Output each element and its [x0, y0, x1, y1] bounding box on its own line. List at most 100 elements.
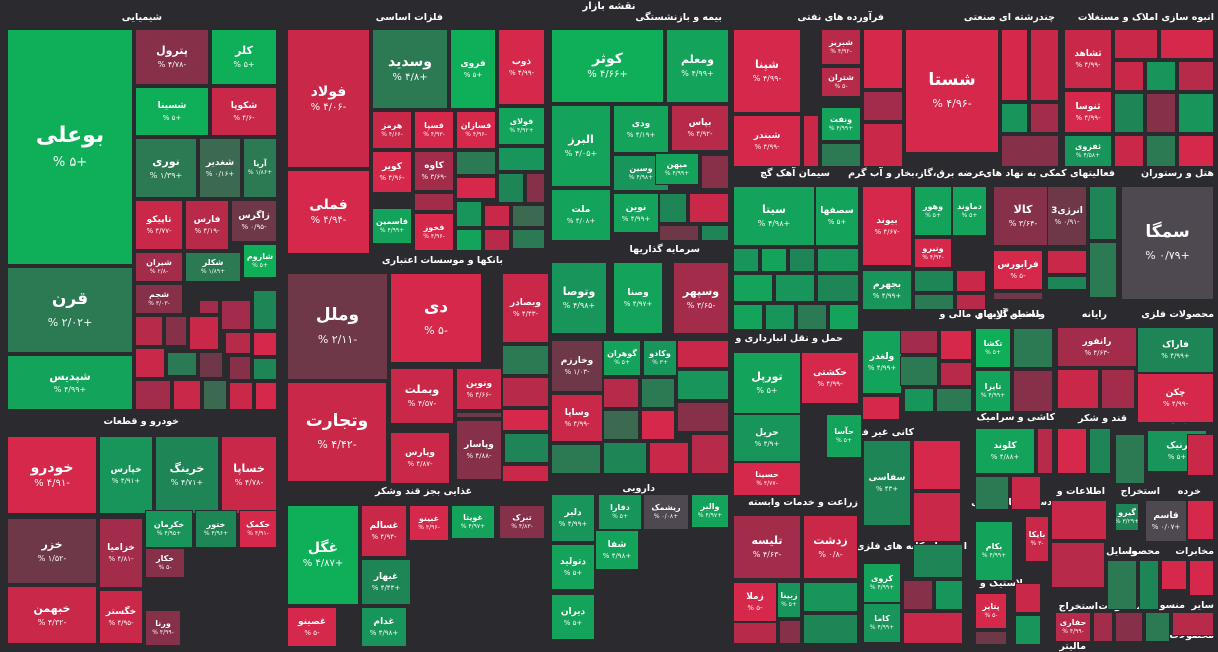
stock-tile[interactable]: کوثر +۴/۶۶ %: [551, 29, 664, 103]
stock-tile-small[interactable]: [203, 380, 227, 410]
stock-tile[interactable]: گوهران +۵ %: [603, 340, 641, 376]
stock-tile-small[interactable]: [1030, 103, 1059, 133]
stock-tile-small[interactable]: [863, 29, 903, 89]
stock-tile-small[interactable]: [502, 465, 549, 482]
stock-tile[interactable]: تاپیکو -۴/۷۷ %: [135, 200, 183, 250]
stock-tile[interactable]: سصفها +۵ %: [815, 186, 859, 246]
stock-tile-small[interactable]: [1089, 186, 1117, 240]
stock-tile[interactable]: قرن +۲/۰۲ %: [7, 267, 133, 353]
stock-tile-small[interactable]: [1145, 612, 1170, 642]
stock-tile-small[interactable]: [1146, 61, 1176, 91]
stock-tile-small[interactable]: [775, 274, 815, 302]
stock-tile-small[interactable]: [914, 270, 954, 292]
stock-tile-small[interactable]: [1178, 61, 1214, 91]
stock-tile[interactable]: ریشمک +۰/۰۸ %: [643, 494, 689, 530]
stock-tile-small[interactable]: [189, 316, 219, 350]
stock-tile-small[interactable]: [1030, 29, 1059, 101]
stock-tile-small[interactable]: [900, 330, 938, 354]
stock-tile-small[interactable]: [502, 409, 549, 431]
stock-tile-small[interactable]: [803, 614, 858, 644]
stock-tile[interactable]: ختور +۴/۹۶ %: [195, 510, 237, 548]
stock-tile[interactable]: وسدید +۴/۸ %: [372, 29, 448, 109]
stock-tile-small[interactable]: [659, 193, 687, 223]
stock-tile[interactable]: غگل +۴/۸۷ %: [287, 505, 359, 605]
stock-tile[interactable]: شغدیر +۰/۱۶ %: [199, 138, 241, 198]
stock-tile[interactable]: چکن -۴/۹۹ %: [1137, 373, 1214, 423]
stock-tile[interactable]: کویر -۴/۹۶ %: [372, 151, 412, 193]
stock-tile-small[interactable]: [903, 580, 933, 610]
stock-tile[interactable]: وبصادر -۴/۴۳ %: [502, 273, 549, 343]
stock-tile[interactable]: دیران +۵ %: [551, 594, 595, 640]
stock-tile[interactable]: دتولید +۵ %: [551, 544, 595, 590]
stock-tile-small[interactable]: [456, 229, 482, 251]
stock-tile-small[interactable]: [456, 412, 502, 418]
stock-tile[interactable]: شپنا -۴/۹۹ %: [733, 29, 801, 113]
stock-tile[interactable]: گیرو +۳/۲۹ %: [1115, 503, 1139, 531]
stock-tile[interactable]: هرمز -۴/۶۶ %: [372, 111, 412, 149]
stock-tile-small[interactable]: [900, 356, 938, 386]
stock-tile-small[interactable]: [913, 492, 961, 542]
stock-tile-small[interactable]: [817, 274, 859, 302]
stock-tile-small[interactable]: [502, 377, 549, 407]
stock-tile[interactable]: قاسم +۰/۰۷ %: [1145, 500, 1187, 542]
stock-tile-small[interactable]: [829, 304, 859, 330]
stock-tile-small[interactable]: [502, 345, 549, 375]
stock-tile[interactable]: ثنوسا -۴/۹۹ %: [1064, 91, 1112, 133]
stock-tile-small[interactable]: [903, 612, 963, 644]
stock-tile-small[interactable]: [733, 248, 759, 272]
stock-tile-small[interactable]: [993, 292, 1043, 300]
stock-tile-small[interactable]: [761, 248, 787, 272]
stock-tile[interactable]: ونیرو -۴/۹۴ %: [914, 238, 952, 268]
stock-tile[interactable]: وکادو +۳ %: [643, 340, 677, 376]
stock-tile-small[interactable]: [1139, 560, 1159, 610]
stock-tile-small[interactable]: [484, 229, 510, 251]
stock-tile[interactable]: شفا +۴/۹۸ %: [595, 530, 639, 570]
stock-tile[interactable]: شبریز -۴/۹۲ %: [821, 29, 861, 65]
stock-tile[interactable]: خکرمان +۴/۹۵ %: [145, 510, 193, 548]
stock-tile[interactable]: میهن +۴/۹۹ %: [655, 153, 699, 185]
stock-tile[interactable]: سفاسی +۴۳ %: [863, 440, 911, 526]
stock-tile[interactable]: والبر +۴/۹۷ %: [691, 494, 729, 528]
stock-tile-small[interactable]: [1047, 276, 1087, 290]
stock-tile[interactable]: بایکا -۳ %: [1025, 516, 1049, 562]
stock-tile[interactable]: نوین +۴/۹۹ %: [613, 193, 659, 233]
stock-tile-small[interactable]: [1089, 428, 1111, 474]
stock-tile-small[interactable]: [512, 205, 545, 227]
stock-tile-small[interactable]: [733, 304, 763, 330]
stock-tile[interactable]: بپاس -۴/۹۲ %: [671, 105, 729, 151]
stock-tile-small[interactable]: [913, 544, 963, 578]
stock-tile[interactable]: شپدیس +۴/۹۹ %: [7, 355, 133, 410]
stock-tile[interactable]: سمگا +۰/۷۹ %: [1121, 186, 1214, 300]
stock-tile-small[interactable]: [135, 316, 163, 346]
stock-tile[interactable]: کاما +۴/۹۹ %: [863, 603, 901, 643]
stock-tile[interactable]: دی -۵ %: [390, 273, 482, 363]
stock-tile-small[interactable]: [1161, 560, 1187, 590]
stock-tile[interactable]: آریا +۱/۸۶ %: [243, 138, 277, 198]
stock-tile[interactable]: زبینا +۵ %: [777, 582, 801, 618]
stock-tile[interactable]: ودی +۴/۱۹ %: [613, 105, 669, 153]
stock-tile[interactable]: وپاسار -۴/۸۸ %: [456, 420, 502, 480]
stock-tile[interactable]: تایرا +۴/۹۹ %: [975, 370, 1011, 412]
stock-tile-small[interactable]: [498, 147, 545, 171]
stock-tile[interactable]: فاسمین +۴/۹۹ %: [372, 208, 412, 244]
stock-tile[interactable]: بوعلی +۵ %: [7, 29, 133, 265]
stock-tile-small[interactable]: [1015, 615, 1041, 645]
stock-tile-small[interactable]: [1114, 135, 1144, 167]
stock-tile[interactable]: خکمک -۴/۹۱ %: [239, 510, 277, 548]
stock-tile-small[interactable]: [1001, 135, 1059, 167]
stock-tile-small[interactable]: [797, 304, 827, 330]
stock-tile-small[interactable]: [701, 155, 729, 189]
stock-tile-small[interactable]: [1047, 250, 1087, 274]
stock-tile-small[interactable]: [1172, 612, 1214, 636]
stock-tile[interactable]: انرژی3 -۰/۹۱ %: [1047, 186, 1087, 246]
stock-tile-small[interactable]: [1115, 612, 1143, 642]
stock-tile[interactable]: شاروم +۵ %: [243, 244, 277, 278]
stock-tile-small[interactable]: [484, 205, 510, 227]
stock-tile[interactable]: ومعلم +۴/۹۹ %: [666, 29, 729, 103]
stock-tile-small[interactable]: [1015, 583, 1041, 613]
stock-tile[interactable]: فسازان -۴/۹۶ %: [456, 111, 496, 149]
stock-tile-small[interactable]: [649, 442, 689, 474]
stock-tile-small[interactable]: [1013, 328, 1053, 368]
stock-tile[interactable]: خپارس +۴/۹۱ %: [99, 436, 153, 514]
stock-tile-small[interactable]: [1051, 500, 1107, 540]
